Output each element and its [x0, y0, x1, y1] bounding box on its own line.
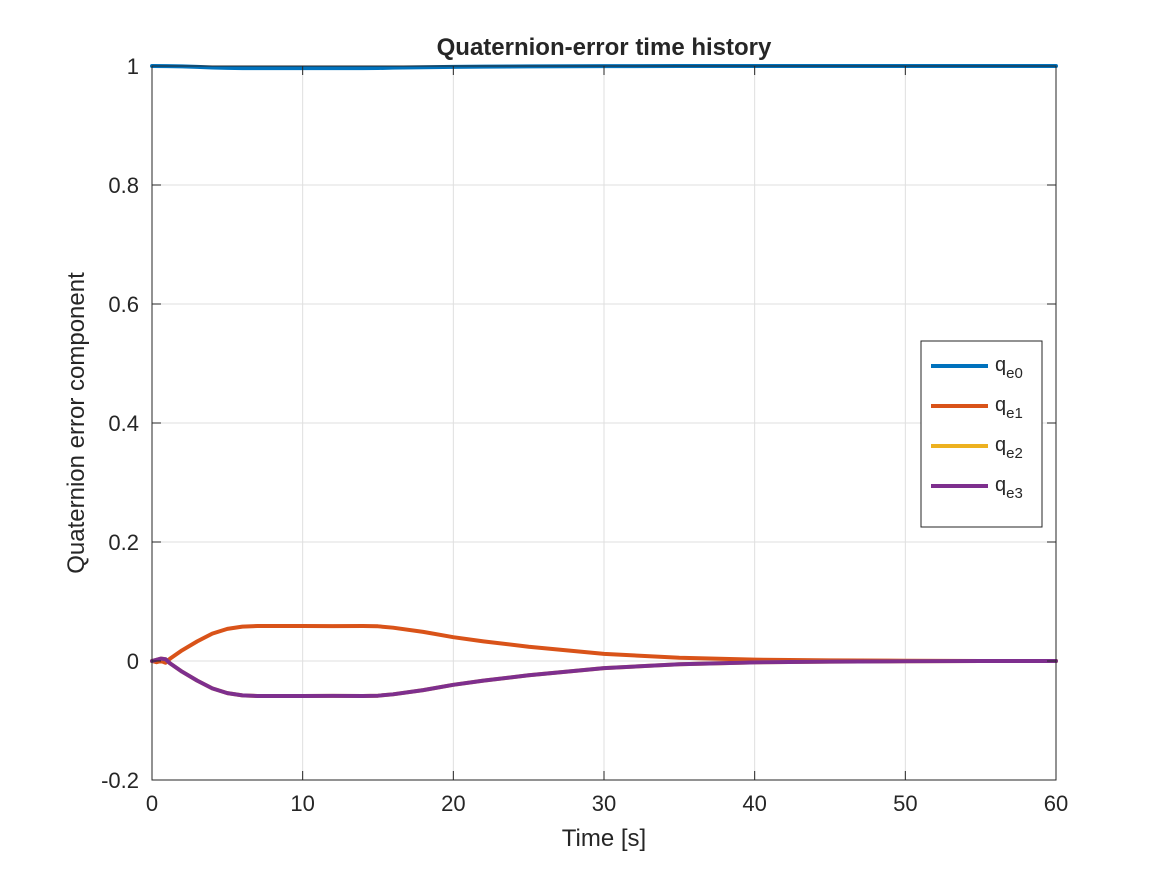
y-tick-label: 0.8 — [108, 173, 139, 198]
x-tick-label: 60 — [1044, 791, 1068, 816]
series-lines — [150, 64, 1058, 699]
y-tick-label: 0.4 — [108, 411, 139, 436]
y-tick-label: 1 — [127, 54, 139, 79]
chart-title: Quaternion-error time history — [437, 34, 772, 61]
legend-label-subscript: e3 — [1006, 485, 1023, 502]
y-tick-label: 0.2 — [108, 530, 139, 555]
x-tick-label: 10 — [290, 791, 314, 816]
x-axis-label: Time [s] — [562, 825, 646, 852]
x-tick-label: 50 — [893, 791, 917, 816]
y-axis-label: Quaternion error component — [63, 272, 90, 574]
legend-label-subscript: e1 — [1006, 405, 1023, 422]
x-tick-label: 40 — [742, 791, 766, 816]
y-tick-label: 0.6 — [108, 292, 139, 317]
legend-box — [920, 340, 1043, 528]
y-tick-label: 0 — [127, 649, 139, 674]
series-line-e1 — [150, 623, 1058, 665]
legend-label-subscript: e2 — [1006, 445, 1023, 462]
legend-label-subscript: e0 — [1006, 365, 1023, 382]
x-tick-label: 20 — [441, 791, 465, 816]
x-tick-label: 30 — [592, 791, 616, 816]
x-tick-labels: 0 10 20 30 40 50 60 — [146, 791, 1068, 816]
legend-label-e3: qe3 — [995, 474, 1023, 502]
tick-marks — [151, 65, 1057, 781]
y-tick-labels: -0.2 0 0.2 0.4 0.6 0.8 1 — [101, 54, 139, 793]
y-tick-label: -0.2 — [101, 768, 139, 793]
x-tick-label: 0 — [146, 791, 158, 816]
series-line-e3 — [150, 656, 1058, 699]
